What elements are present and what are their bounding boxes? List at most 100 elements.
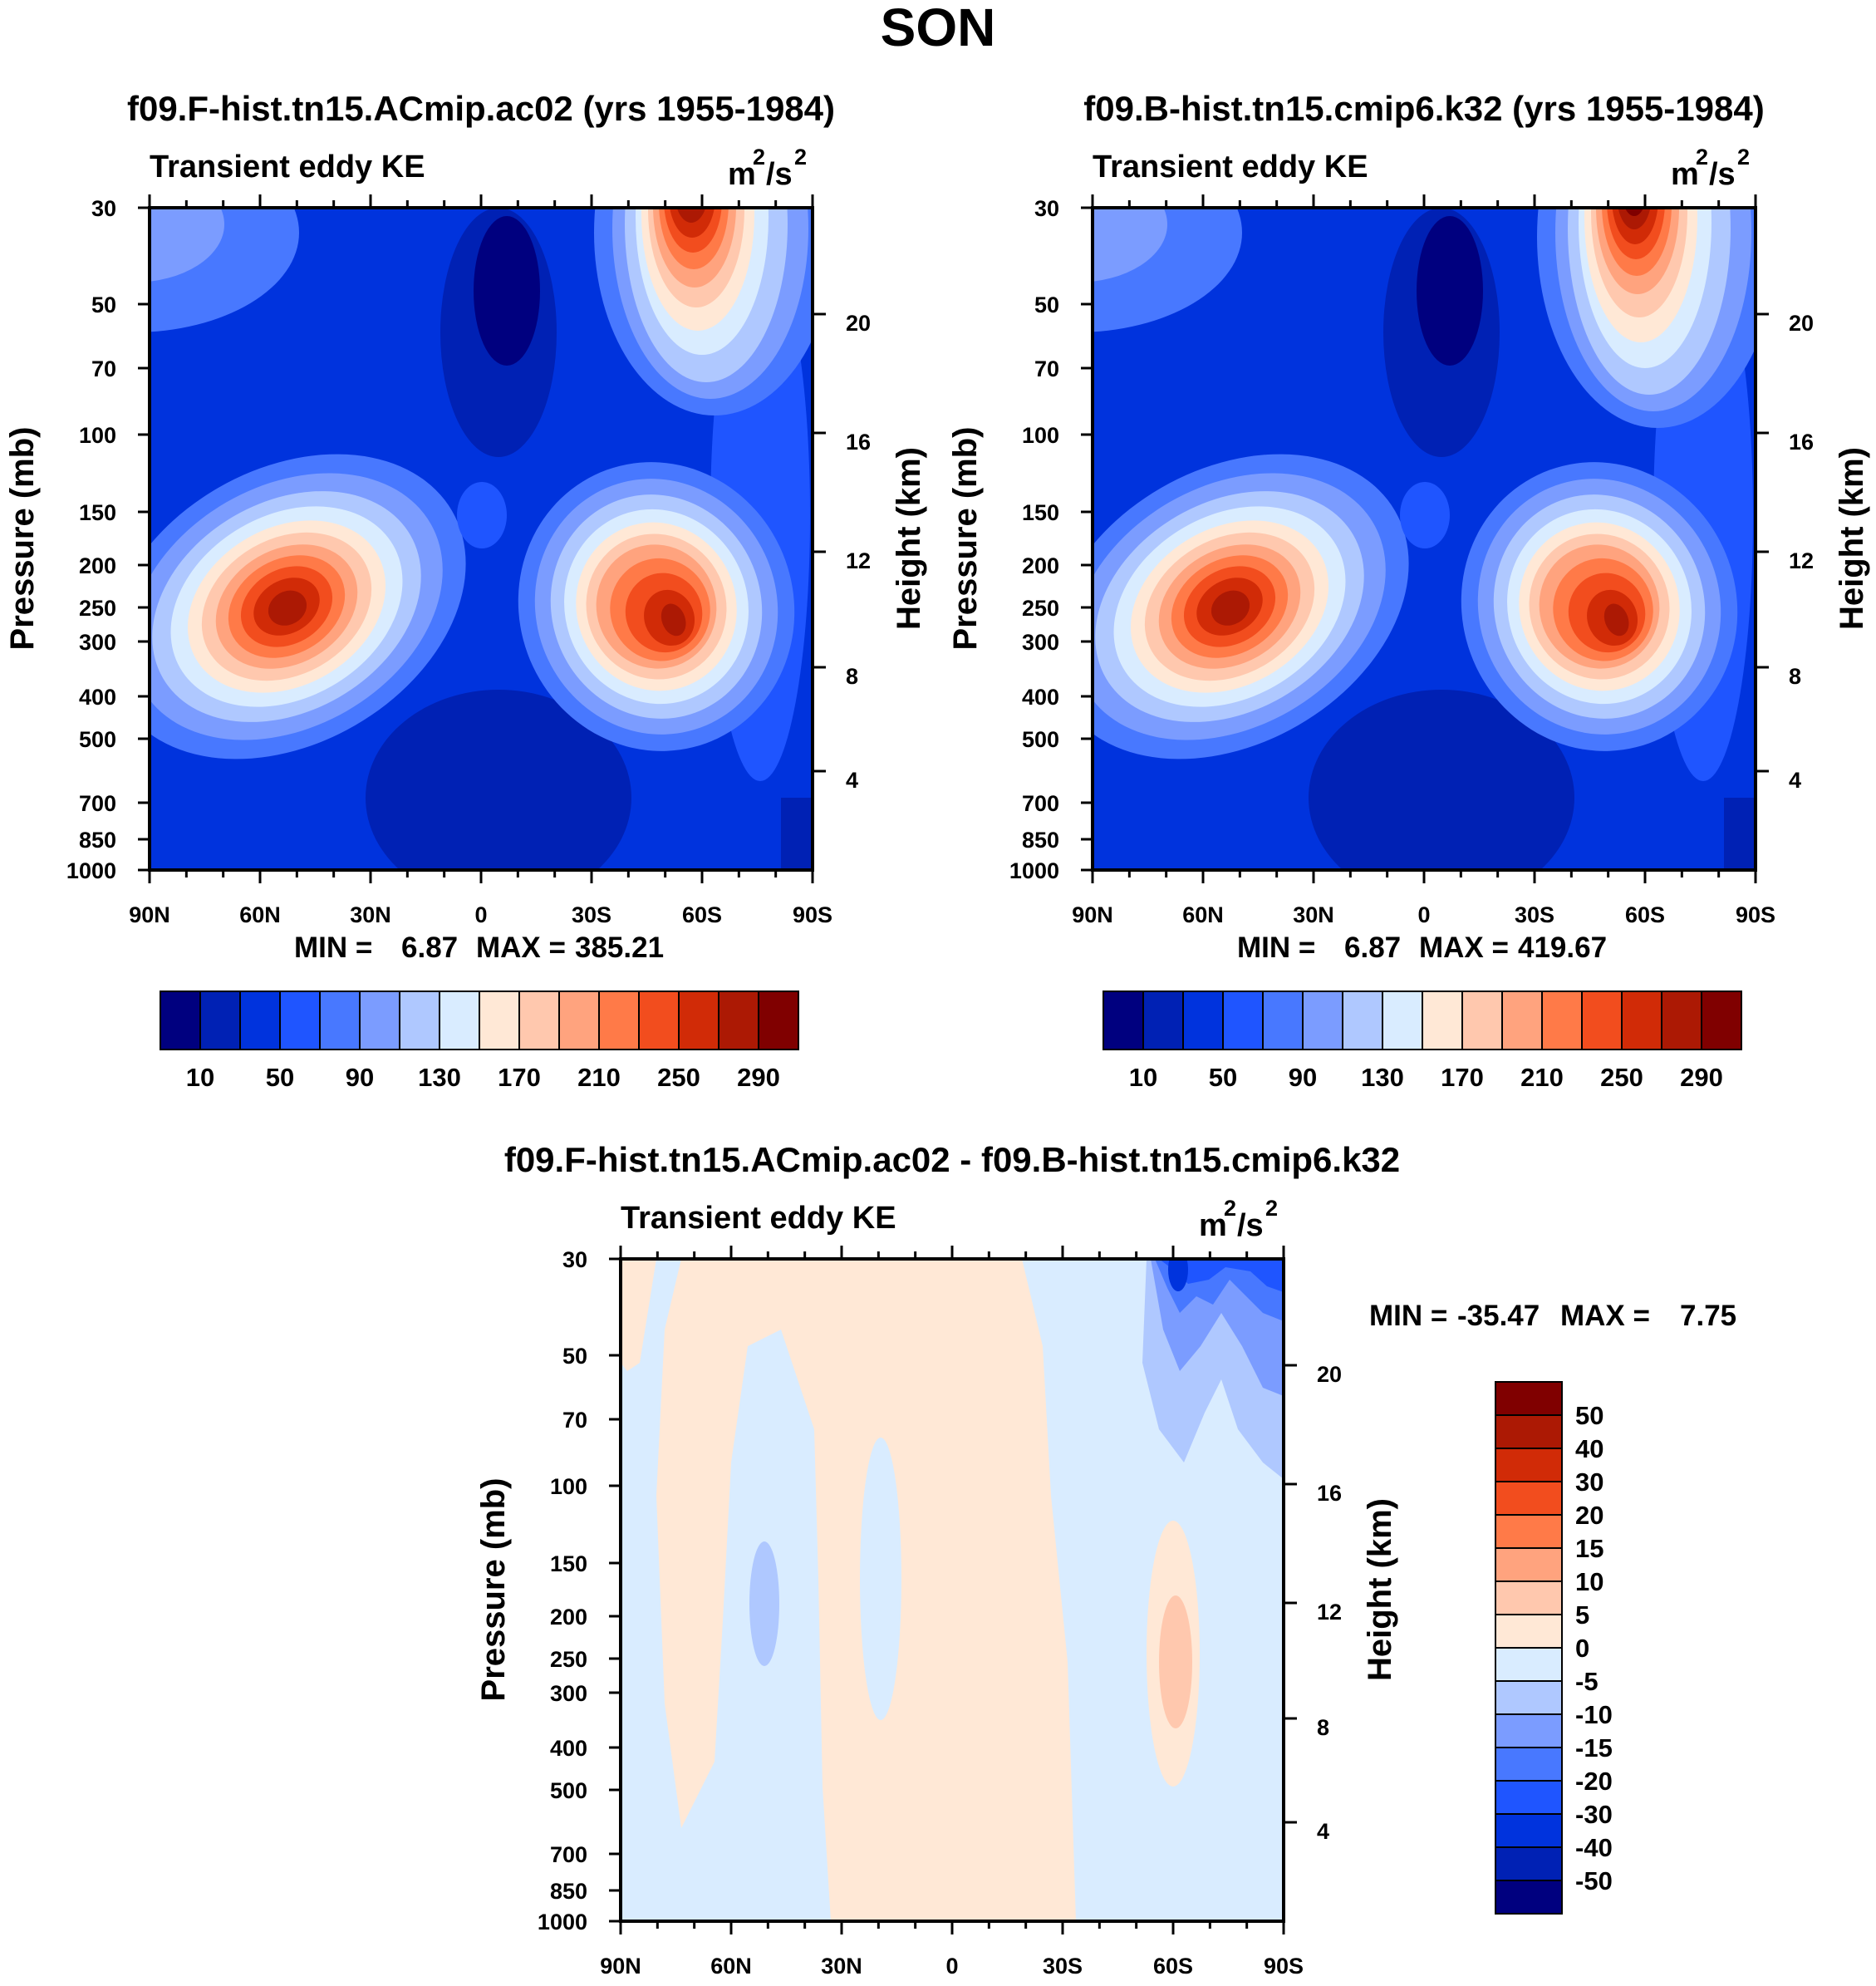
panel-1-xtick-label: 0 (474, 902, 487, 927)
colorbar-swatch (1501, 991, 1543, 1050)
panel-1-left-label: Transient eddy KE (150, 150, 425, 184)
colorbar-swatch (1495, 1547, 1563, 1582)
panel-1-units-m: m (728, 157, 756, 192)
panel-1-htick-label: 4 (846, 768, 858, 793)
colorbar-swatch (1422, 991, 1463, 1050)
panel-3-ptick-label: 100 (550, 1474, 587, 1499)
panel-2-sh-jet (1461, 462, 1738, 751)
colorbar-label: 130 (1361, 1063, 1404, 1092)
panel-3-ptick-label: 200 (550, 1605, 587, 1630)
panel-1-xtick-label: 30N (350, 902, 391, 927)
colorbar-label: 15 (1575, 1534, 1603, 1563)
colorbar-label: 20 (1575, 1501, 1603, 1530)
panel-2-ptick-label: 70 (1034, 356, 1059, 381)
panel-2-xtick-label: 30S (1515, 902, 1554, 927)
colorbar-swatch (1581, 991, 1623, 1050)
panel-2-max-value: 419.67 (1518, 932, 1607, 964)
colorbar-swatch (1222, 991, 1264, 1050)
colorbar-swatch (399, 991, 440, 1050)
panel-1-min-label: MIN = (294, 932, 372, 964)
colorbar-swatch (1495, 1680, 1563, 1715)
panel-3-max-value: 7.75 (1680, 1300, 1736, 1332)
panel-1-equatorial-feature (457, 482, 507, 548)
colorbar-swatch (1495, 1713, 1563, 1748)
colorbar-swatch (598, 991, 640, 1050)
panel-2-ptick-label: 200 (1022, 553, 1059, 578)
panel-1-strat-band-11 (676, 208, 706, 223)
panel-3-min-label: MIN = (1369, 1300, 1447, 1332)
panel-1-ptick-label: 30 (91, 196, 116, 221)
panel-1-ptick-label: 1000 (66, 858, 116, 883)
panel-2-ptick-label: 500 (1022, 727, 1059, 752)
panel-2-height-ticks: 20 16 12 8 4 (1789, 311, 1814, 793)
panel-3-ptick-label: 700 (550, 1842, 587, 1867)
colorbar-swatch (199, 991, 241, 1050)
colorbar-label: -40 (1575, 1833, 1613, 1862)
panel-1-ptick-label: 400 (79, 685, 116, 710)
panel-3-htick-label: 20 (1317, 1362, 1342, 1387)
panel-3-htick-label: 16 (1317, 1481, 1342, 1506)
panel-2-min-label: MIN = (1237, 932, 1315, 964)
panel-3-ptick-label: 300 (550, 1681, 587, 1706)
panel-3-pressure-ticks: 30 50 70 100 150 200 250 300 400 500 700… (538, 1247, 587, 1934)
panel-2-ptick-label: 400 (1022, 685, 1059, 710)
panel-3-negative-region-se-4 (1159, 1259, 1284, 1292)
colorbar-swatch (1495, 1846, 1563, 1881)
colorbar-label: 30 (1575, 1467, 1603, 1497)
colorbar-label: 40 (1575, 1434, 1603, 1463)
colorbar-swatch (359, 991, 400, 1050)
colorbar-swatch (1701, 991, 1742, 1050)
colorbar-swatch (1495, 1614, 1563, 1649)
panel-1-polar-top-band-2 (150, 208, 224, 282)
panel-1-ptick-label: 700 (79, 791, 116, 816)
panel-3-xtick-label: 90N (600, 1954, 641, 1979)
panel-3-contours (621, 1259, 1284, 1921)
panel-2-xtick-label: 90S (1736, 902, 1775, 927)
colorbar-label: 250 (1600, 1063, 1643, 1092)
panel-3-htick-label: 8 (1317, 1715, 1329, 1740)
panel-1-ylabel: Pressure (mb) (4, 427, 41, 651)
colorbar-swatch (1495, 1647, 1563, 1682)
panel-2-units-sup2: 2 (1737, 145, 1750, 170)
panel-1-sh-jet (518, 462, 795, 751)
panel-2-title: f09.B-hist.tn15.cmip6.k32 (yrs 1955-1984… (1083, 89, 1764, 128)
panel-1-colorbar: 10 50 90 130 170 210 250 290 (160, 991, 799, 1092)
colorbar-label: 0 (1575, 1634, 1589, 1663)
colorbar-swatch (1142, 991, 1184, 1050)
panel-2-ptick-label: 50 (1034, 292, 1059, 317)
panel-1-core-minimum (474, 216, 540, 366)
panel-1-min-value: 6.87 (401, 932, 458, 964)
panel-1-ptick-label: 200 (79, 553, 116, 578)
panel-1-pressure-ticks: 30 50 70 100 150 200 250 300 400 500 700… (66, 196, 116, 883)
colorbar-label: 10 (186, 1063, 214, 1092)
colorbar-label: 50 (266, 1063, 294, 1092)
panel-1-ptick-label: 300 (79, 630, 116, 655)
panel-1-htick-label: 12 (846, 548, 871, 573)
panel-3-units: m 2 /s 2 (1199, 1196, 1278, 1243)
panel-3-xtick-label: 90S (1264, 1954, 1304, 1979)
panel-2-strat-band-12 (1624, 208, 1644, 216)
panel-2-htick-label: 20 (1789, 311, 1814, 336)
panel-1-ptick-label: 50 (91, 292, 116, 317)
panel-3-units-m: m (1199, 1208, 1227, 1243)
panel-2-xtick-label: 60S (1625, 902, 1665, 927)
panel-3-negative-band-sh (860, 1438, 901, 1720)
panel-3-height-ticks: 20 16 12 8 4 (1317, 1362, 1342, 1844)
colorbar-swatch (1495, 1813, 1563, 1848)
colorbar-swatch (1495, 1481, 1563, 1516)
panel-2-ptick-label: 150 (1022, 500, 1059, 525)
axis-tick-marks (138, 194, 1769, 1934)
colorbar-swatch (239, 991, 281, 1050)
panel-3-minmax: MIN = -35.47 MAX = 7.75 (1369, 1300, 1736, 1332)
colorbar-label: 90 (346, 1063, 374, 1092)
panel-1-tropical-minimum-lower (366, 690, 631, 870)
colorbar-label: 210 (1520, 1063, 1564, 1092)
panel-3-xtick-label: 60S (1153, 1954, 1193, 1979)
colorbar-label: -15 (1575, 1733, 1613, 1762)
panel-2-htick-label: 4 (1789, 768, 1801, 793)
colorbar-swatch (1262, 991, 1304, 1050)
colorbar-swatch (558, 991, 600, 1050)
panel-3-ptick-label: 1000 (538, 1910, 587, 1934)
